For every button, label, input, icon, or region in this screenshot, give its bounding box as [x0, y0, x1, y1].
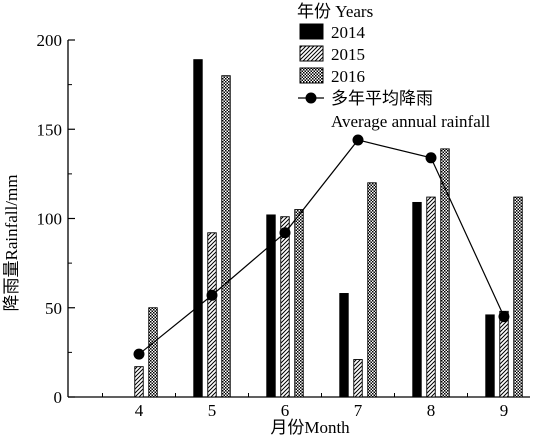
- bar-2016-4: [148, 307, 158, 398]
- bar-2014-9: [485, 314, 495, 398]
- x-axis-label: 月份Month: [270, 418, 350, 437]
- bar-2015-4: [134, 366, 144, 398]
- legend-swatch-2014: [299, 23, 324, 40]
- bar-2015-7: [353, 359, 363, 398]
- bar-2015-6: [280, 216, 290, 398]
- legend-label-2016: 2016: [331, 67, 365, 86]
- y-axis-label: 降雨量Rainfall/mm: [2, 175, 21, 312]
- bar-2016-5: [221, 75, 231, 398]
- y-tick-label: 100: [37, 210, 63, 229]
- x-tick-label: 5: [208, 401, 217, 420]
- legend-title: 年份 Years: [297, 2, 373, 21]
- average-point-5: [206, 289, 218, 301]
- average-point-9: [498, 311, 510, 323]
- bar-2016-6: [294, 209, 304, 398]
- legend-label-2015: 2015: [331, 45, 365, 64]
- y-tick-label: 0: [54, 388, 63, 407]
- legend-label-2014: 2014: [331, 23, 366, 42]
- y-tick-label: 200: [37, 31, 63, 50]
- legend-marker-sample: [305, 92, 317, 104]
- legend-swatch-2015: [299, 45, 324, 62]
- average-point-8: [425, 152, 437, 164]
- x-tick-label: 8: [427, 401, 436, 420]
- x-tick-label: 9: [500, 401, 509, 420]
- x-tick-label: 6: [281, 401, 290, 420]
- average-rainfall-line: [138, 139, 505, 355]
- bar-2016-8: [440, 148, 450, 398]
- bar-2014-5: [193, 59, 203, 398]
- bar-2016-9: [513, 196, 523, 398]
- bar-2014-6: [266, 214, 276, 398]
- x-tick-label: 7: [354, 401, 363, 420]
- bar-2014-7: [339, 293, 349, 398]
- plot-area: 0 50 100 150 200 4 5 6 7 8 9: [37, 31, 530, 420]
- legend-label-average: 多年平均降雨: [331, 89, 433, 108]
- legend-label-average-en: Average annual rainfall: [331, 112, 490, 131]
- bar-2015-5: [207, 232, 217, 398]
- bar-2015-8: [426, 196, 436, 398]
- average-point-4: [133, 348, 145, 360]
- legend: 年份 Years 2014 2015 2016 多年平均降雨 Average a…: [297, 2, 490, 131]
- x-tick-label: 4: [135, 401, 144, 420]
- bar-2014-8: [412, 201, 422, 398]
- legend-swatch-2016: [299, 67, 324, 84]
- average-point-6: [279, 227, 291, 239]
- bar-2015-9: [499, 310, 509, 398]
- average-point-7: [352, 134, 364, 146]
- bar-2016-7: [367, 182, 377, 398]
- y-tick-label: 150: [37, 120, 63, 139]
- y-tick-label: 50: [45, 299, 62, 318]
